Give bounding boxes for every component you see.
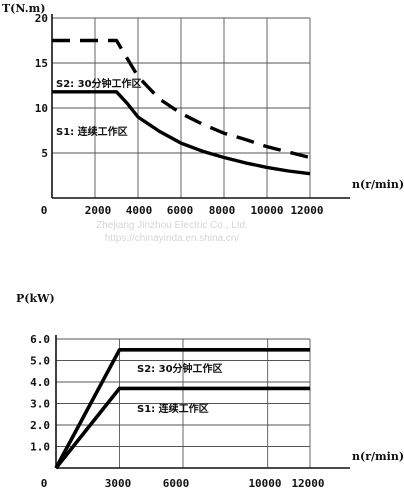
series-label: S1: 连续工作区 bbox=[137, 402, 209, 415]
series-label: S2: 30分钟工作区 bbox=[56, 77, 142, 90]
x-tick-label: 10000 bbox=[250, 204, 283, 217]
x-tick-label: 6000 bbox=[167, 204, 194, 217]
x-tick-label: 12000 bbox=[290, 204, 323, 217]
y-axis-label: T(N.m) bbox=[2, 2, 45, 15]
y-axis-label: P(kW) bbox=[16, 292, 55, 305]
series-label: S2: 30分钟工作区 bbox=[137, 362, 223, 375]
x-tick-label: 3000 bbox=[105, 477, 132, 490]
watermark-line-2: https://chinayinda.en.shina.cn/ bbox=[105, 233, 240, 244]
series-label: S1: 连续工作区 bbox=[56, 125, 128, 138]
series-line-s2 bbox=[52, 38, 311, 160]
x-tick-label: 2000 bbox=[85, 204, 112, 217]
series-line-s1 bbox=[54, 386, 310, 470]
x-axis-label: n(r/min) bbox=[352, 450, 404, 463]
watermark-line-1: Zhejiang Jinzhou Electric Co., Ltd. bbox=[96, 220, 248, 231]
x-tick-label: 6000 bbox=[163, 477, 190, 490]
x-tick-label: 4000 bbox=[126, 204, 153, 217]
y-tick-label: 10 bbox=[35, 102, 48, 115]
x-tick-label: 10000 bbox=[248, 477, 281, 490]
y-tick-label: 20 bbox=[35, 12, 48, 25]
series-line-s2 bbox=[54, 347, 310, 469]
y-tick-label: 4.0 bbox=[30, 376, 50, 389]
y-tick-label: 3.0 bbox=[30, 398, 50, 411]
x-axis-label: n(r/min) bbox=[352, 178, 404, 191]
y-tick-label: 5 bbox=[41, 147, 48, 160]
y-tick-label: 15 bbox=[35, 57, 48, 70]
x-tick-label: 0 bbox=[41, 477, 48, 490]
x-tick-label: 12000 bbox=[291, 477, 324, 490]
x-tick-label: 8000 bbox=[209, 204, 236, 217]
x-tick-label: 0 bbox=[41, 204, 48, 217]
y-tick-label: 2.0 bbox=[30, 419, 50, 432]
y-tick-label: 5.0 bbox=[30, 355, 50, 368]
y-tick-label: 6.0 bbox=[30, 333, 50, 346]
y-tick-label: 1.0 bbox=[30, 441, 50, 454]
series-line-s1 bbox=[52, 90, 311, 176]
